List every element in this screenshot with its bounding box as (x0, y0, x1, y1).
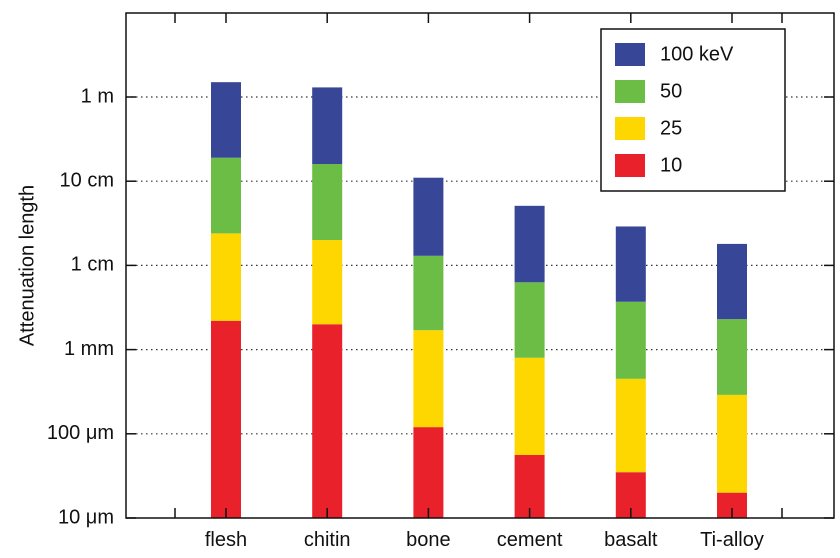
legend-label-10: 10 (660, 154, 682, 176)
bar-chitin-10 (312, 324, 343, 518)
y-tick-label-1-mm: 1 mm (64, 338, 114, 360)
axis-ticks (126, 13, 834, 519)
legend-label-25: 25 (660, 117, 682, 139)
bar-cement-50 (514, 282, 545, 358)
x-tick-labels: flesh chitin bone cement basalt Ti-alloy (205, 529, 764, 551)
bar-bone-25 (413, 330, 444, 428)
y-tick-label-10-cm: 10 cm (60, 169, 114, 191)
bar-chitin-100-kev (312, 87, 343, 165)
y-tick-label-10-m: 10 μm (58, 506, 114, 528)
x-tick-label-cement: cement (497, 529, 563, 551)
y-tick-labels: 10 μm 100 μm 1 mm 1 cm 10 cm 1 m (47, 85, 114, 528)
bar-flesh-100-kev (211, 82, 241, 158)
bar-ti-alloy-50 (717, 319, 747, 395)
bar-ti-alloy-100-kev (717, 243, 747, 320)
bar-chitin-50 (312, 164, 343, 241)
bar-basalt-100-kev (615, 226, 646, 302)
legend-swatch-10 (615, 154, 645, 177)
bar-chitin-25 (312, 240, 343, 325)
x-tick-label-basalt: basalt (604, 529, 658, 551)
y-axis-title: Attenuation length (16, 185, 38, 346)
legend-swatch-25 (615, 117, 645, 140)
bar-bone-100-kev (413, 177, 444, 256)
bar-cement-25 (514, 357, 545, 456)
y-tick-label-1-m: 1 m (81, 85, 114, 107)
x-tick-label-chitin: chitin (304, 529, 351, 551)
bar-bone-10 (413, 427, 444, 518)
bar-basalt-50 (615, 301, 646, 379)
bar-flesh-25 (211, 233, 241, 321)
legend-swatch-100-kev (615, 43, 645, 66)
bar-cement-100-kev (514, 205, 545, 283)
bar-flesh-50 (211, 157, 241, 234)
bar-ti-alloy-25 (717, 394, 747, 493)
y-tick-label-1-cm: 1 cm (71, 254, 114, 276)
legend-swatch-50 (615, 80, 645, 103)
legend-label-50: 50 (660, 80, 682, 102)
bar-bone-50 (413, 255, 444, 331)
legend: 100 keV 50 25 10 (600, 28, 786, 192)
legend-label-100-kev: 100 keV (660, 43, 734, 65)
bars (211, 82, 747, 518)
x-tick-label-flesh: flesh (205, 529, 247, 551)
bar-flesh-10 (211, 320, 241, 518)
x-tick-label-bone: bone (406, 529, 451, 551)
bar-basalt-25 (615, 378, 646, 473)
bar-cement-10 (514, 455, 545, 518)
y-tick-label-100-m: 100 μm (47, 422, 114, 444)
x-tick-label-ti-alloy: Ti-alloy (700, 529, 764, 551)
